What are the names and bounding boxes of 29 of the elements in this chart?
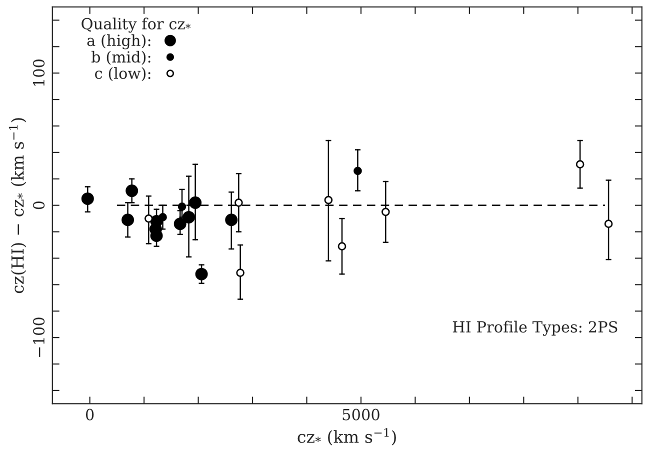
point	[354, 166, 362, 176]
legend-label: b (mid):	[91, 50, 150, 65]
y-tick-label: 100	[33, 60, 45, 86]
point	[158, 213, 167, 222]
point	[182, 210, 196, 224]
legend-title: Quality for cz$_{*}$	[82, 18, 191, 33]
x-axis-title: cz$_{*}$ (km s$^{−1}$)	[298, 428, 396, 446]
point	[126, 184, 138, 198]
legend-label: a (high):	[87, 34, 150, 50]
point	[338, 242, 346, 250]
point	[195, 268, 208, 280]
point	[225, 214, 238, 226]
point	[604, 220, 613, 228]
annotation: HI Profile Types: 2PS	[452, 320, 618, 336]
point	[576, 160, 584, 168]
x-tick-label: 5000	[342, 408, 380, 420]
point	[81, 192, 94, 205]
legend-label: c (low):	[95, 67, 150, 82]
y-axis-title: cz(HI) − cz$_{*}$ (km s$^{−1}$)	[8, 118, 26, 294]
point	[144, 214, 153, 223]
point	[122, 214, 134, 226]
point	[236, 268, 244, 277]
point	[234, 198, 243, 207]
point	[381, 208, 390, 216]
point	[189, 196, 202, 209]
y-tick-label: −100	[33, 318, 45, 357]
point	[324, 196, 333, 204]
y-tick-label: 0	[33, 201, 45, 210]
point	[174, 218, 186, 230]
